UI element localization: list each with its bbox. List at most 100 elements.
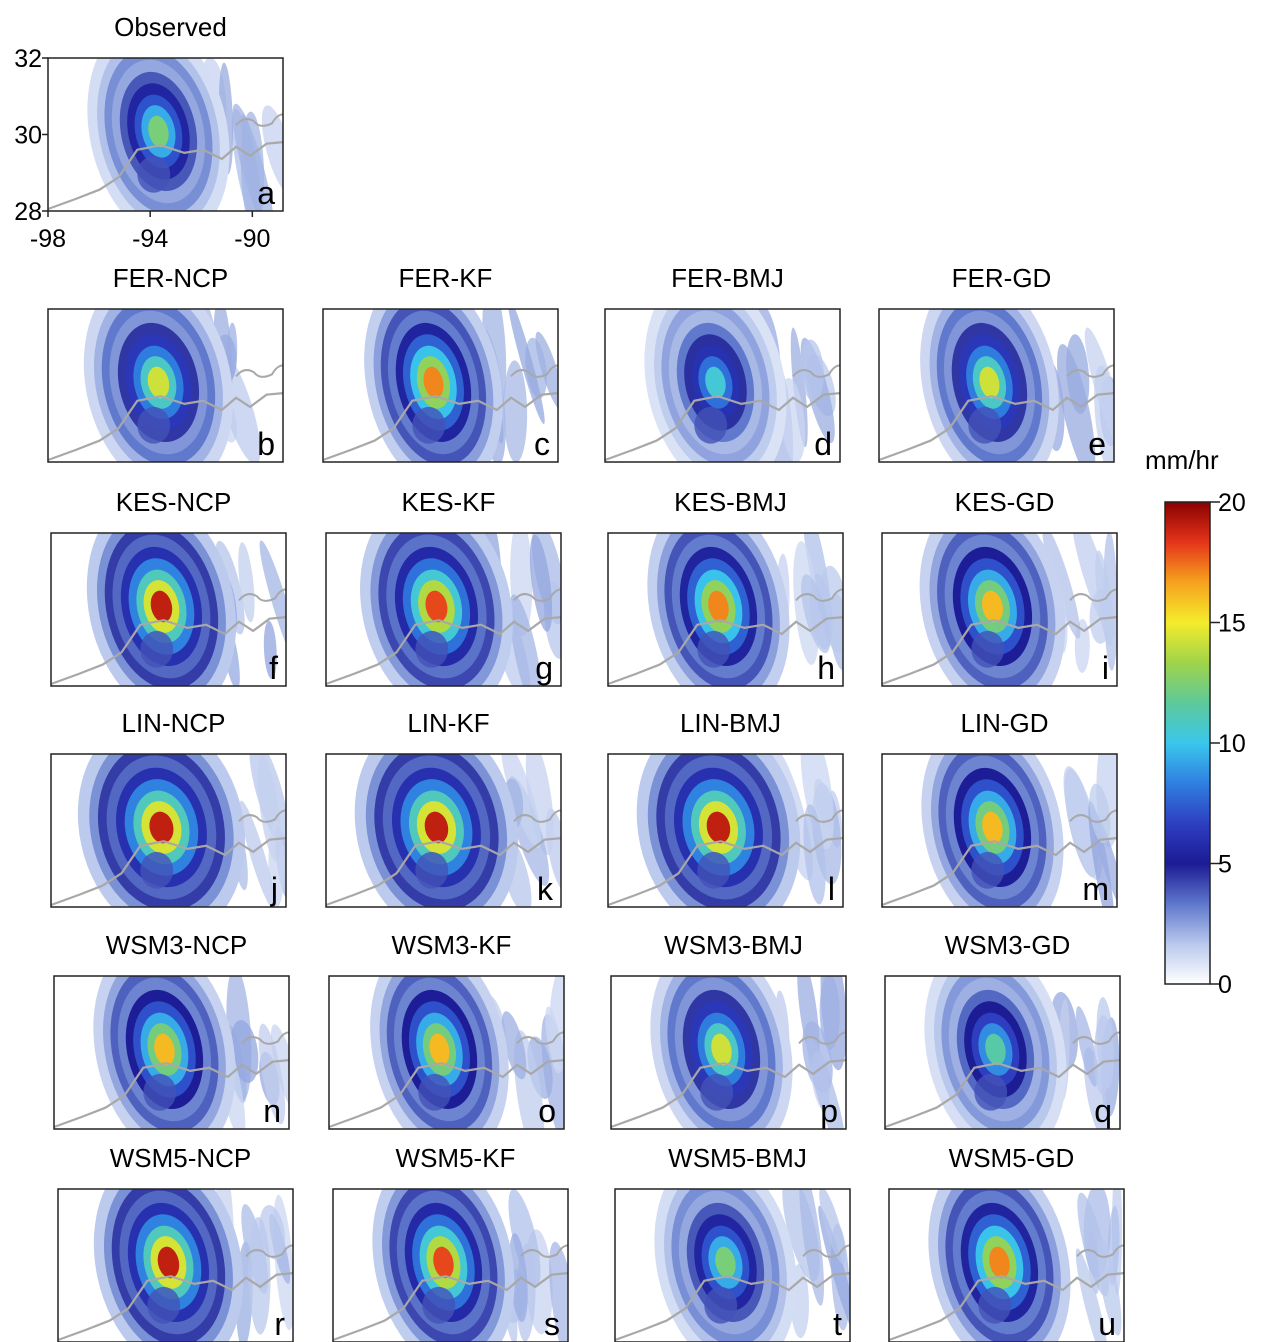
panel-frame [888, 1188, 1125, 1342]
map-panel: FER-BMJ d [604, 263, 841, 463]
coastline [605, 392, 840, 462]
coastline [615, 1272, 850, 1342]
panel-letter: e [1088, 426, 1106, 462]
coastline [329, 1059, 564, 1129]
panels-layer: ObservedaFER-NCPbFER-KFcFER-BMJdFER-GDeK… [47, 12, 1125, 1342]
panel-letter: k [537, 871, 554, 907]
panel-letter: q [1094, 1093, 1112, 1129]
panel-letter: o [538, 1093, 556, 1129]
panel-frame [332, 1188, 569, 1342]
panel-title: LIN-BMJ [680, 708, 781, 738]
coastline [326, 837, 561, 907]
panel-frame [50, 532, 287, 687]
panel-frame [325, 532, 562, 687]
map-panel: WSM5-NCP r [57, 1143, 294, 1342]
panel-title: KES-KF [402, 487, 496, 517]
panel-frame [50, 753, 287, 908]
coastline [48, 141, 283, 211]
panel-title: WSM5-KF [396, 1143, 516, 1173]
map-panel: KES-GD i [881, 487, 1118, 687]
coastline [323, 392, 558, 462]
coastline [58, 1272, 293, 1342]
panel-frame [53, 975, 290, 1130]
panel-frame [47, 308, 284, 463]
map-panel: WSM3-NCP n [53, 930, 290, 1130]
panel-title: LIN-GD [960, 708, 1048, 738]
coastline [882, 837, 1117, 907]
lat-tick-label: 32 [14, 45, 42, 73]
coastline [54, 1059, 289, 1129]
panel-title: WSM5-GD [949, 1143, 1075, 1173]
coastline [885, 1059, 1120, 1129]
coastline [333, 1272, 568, 1342]
panel-title: FER-BMJ [671, 263, 784, 293]
panel-frame [884, 975, 1121, 1130]
map-panel: WSM3-GD q [884, 930, 1121, 1130]
panel-letter: j [270, 871, 278, 907]
map-panel: LIN-NCP j [50, 708, 287, 908]
panel-letter: g [535, 650, 553, 686]
colorbar-tick-label: 0 [1218, 971, 1232, 999]
panel-frame [878, 308, 1115, 463]
panel-frame [328, 975, 565, 1130]
axes-layer: 32 30 28-98 -94 -90 [14, 45, 270, 253]
panel-title: KES-BMJ [674, 487, 787, 517]
colorbar: mm/hr 0 5 10 15 20 [1145, 445, 1246, 999]
panel-frame [604, 308, 841, 463]
panel-frame [607, 753, 844, 908]
panel-title: LIN-KF [407, 708, 489, 738]
coastline [51, 837, 286, 907]
panel-title: FER-NCP [113, 263, 229, 293]
panel-frame [614, 1188, 851, 1342]
panel-letter: p [820, 1093, 838, 1129]
panel-letter: r [274, 1306, 285, 1342]
map-panel: Observed a [47, 12, 284, 212]
coastline [608, 837, 843, 907]
map-panel: WSM5-KF s [332, 1143, 569, 1342]
map-panel: FER-NCP b [47, 263, 284, 463]
map-panel: KES-NCP f [50, 487, 287, 687]
lon-tick-label: -98 [30, 225, 66, 253]
panel-frame [322, 308, 559, 463]
coastline [611, 1059, 846, 1129]
map-panel: WSM3-BMJ p [610, 930, 847, 1130]
coastline [608, 616, 843, 686]
panel-frame [881, 753, 1118, 908]
panel-title: Observed [114, 12, 227, 42]
map-panel: WSM3-KF o [328, 930, 565, 1130]
panel-title: KES-GD [955, 487, 1055, 517]
map-panel: KES-KF g [325, 487, 562, 687]
panel-title: WSM3-GD [945, 930, 1071, 960]
panel-letter: d [814, 426, 832, 462]
panel-title: FER-KF [399, 263, 493, 293]
panel-title: WSM3-KF [392, 930, 512, 960]
coastline [879, 392, 1114, 462]
panel-letter: s [544, 1306, 560, 1342]
lon-tick-label: -90 [234, 225, 270, 253]
map-panel: WSM5-GD u [888, 1143, 1125, 1342]
lat-tick-label: 28 [14, 198, 42, 226]
map-panel: LIN-KF k [325, 708, 562, 908]
panel-letter: l [828, 871, 835, 907]
panel-letter: a [257, 175, 275, 211]
map-panel: KES-BMJ h [607, 487, 844, 687]
colorbar-gradient [1164, 501, 1211, 985]
colorbar-tick-label: 20 [1218, 489, 1246, 517]
coastline [326, 616, 561, 686]
panel-title: KES-NCP [116, 487, 232, 517]
colorbar-tick-label: 15 [1218, 610, 1246, 638]
panel-letter: t [833, 1306, 842, 1342]
panel-title: FER-GD [952, 263, 1052, 293]
panel-title: WSM5-NCP [110, 1143, 252, 1173]
coastline [48, 392, 283, 462]
coastline [51, 616, 286, 686]
panel-letter: f [269, 650, 278, 686]
panel-title: WSM5-BMJ [668, 1143, 807, 1173]
map-panel: FER-KF c [322, 263, 559, 463]
panel-frame [607, 532, 844, 687]
lat-tick-label: 30 [14, 122, 42, 150]
panel-letter: c [534, 426, 550, 462]
panel-title: LIN-NCP [121, 708, 225, 738]
panel-letter: i [1102, 650, 1109, 686]
